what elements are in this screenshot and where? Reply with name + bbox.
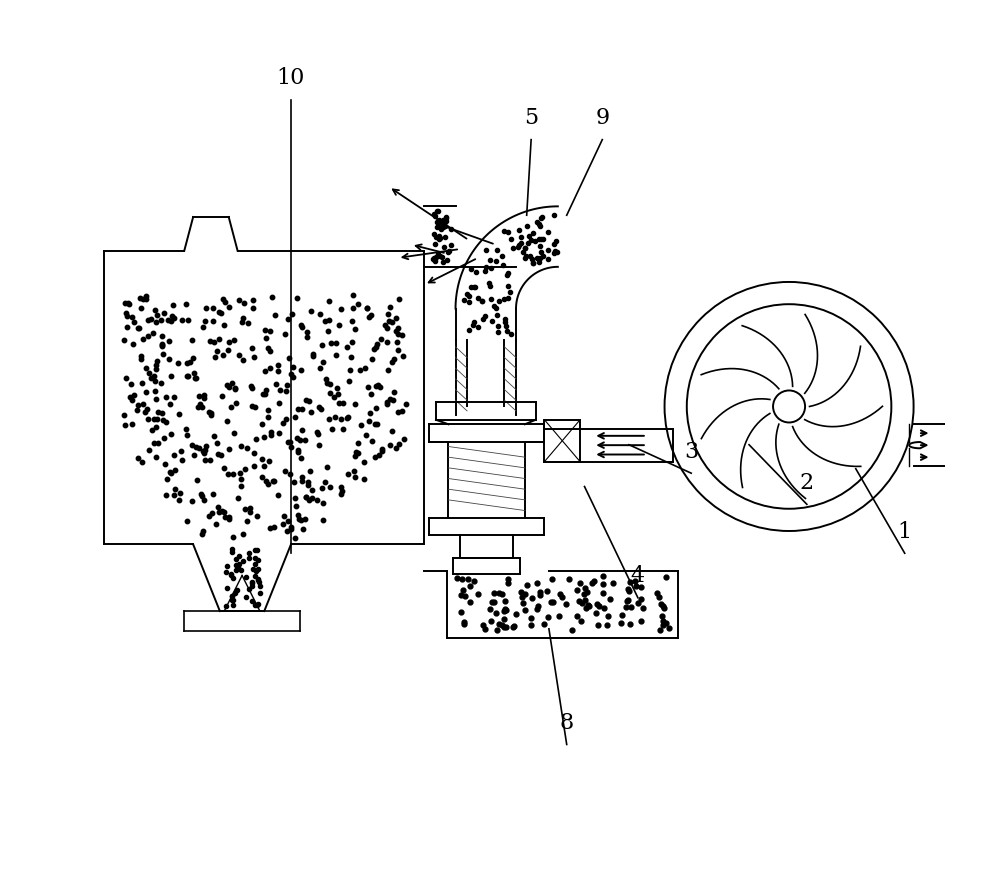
Circle shape (773, 391, 805, 423)
Text: 1: 1 (898, 520, 912, 543)
Text: 9: 9 (595, 107, 609, 130)
Text: 5: 5 (524, 107, 538, 130)
Bar (544, 420, 580, 462)
Text: 2: 2 (800, 471, 814, 493)
Text: 3: 3 (684, 441, 698, 462)
Text: 4: 4 (631, 565, 645, 586)
Text: 10: 10 (277, 67, 305, 89)
Text: 8: 8 (560, 712, 574, 733)
